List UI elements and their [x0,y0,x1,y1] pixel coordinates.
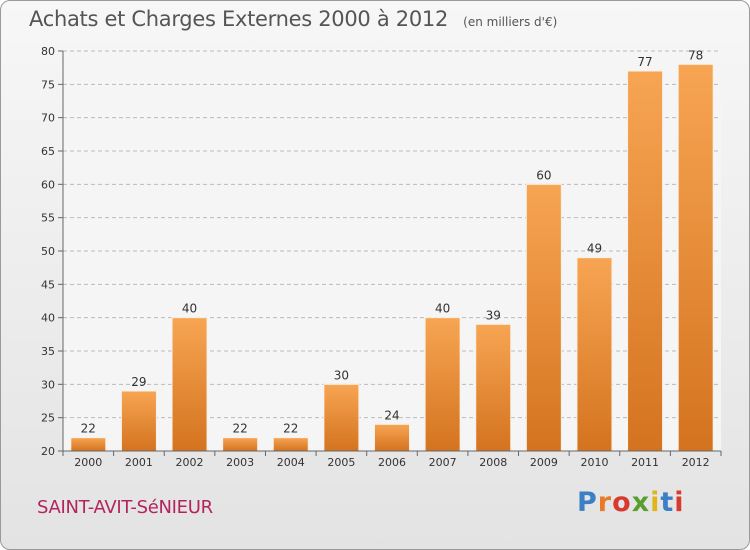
logo-letter: o [612,487,632,518]
y-tick-label: 70 [41,112,55,125]
bar-2011 [627,70,664,452]
bar-2012 [677,63,714,452]
bar-2003 [222,437,259,452]
logo-letter: i [650,487,661,518]
value-label-2003: 22 [233,422,248,436]
value-label-2012: 78 [688,48,703,62]
y-tick-label: 20 [41,445,55,458]
logo-letter: i [674,487,685,518]
y-tick-label: 25 [41,412,55,425]
value-label-2007: 40 [435,302,450,316]
x-tick-label-2007: 2007 [429,456,457,469]
value-label-2000: 22 [81,422,96,436]
value-labels: 22 29 40 22 22 30 24 40 39 60 49 77 78 [81,48,704,435]
x-tick-label-2009: 2009 [530,456,558,469]
bar-2008 [475,323,512,452]
y-tick-label: 30 [41,378,55,391]
y-tick-label: 40 [41,312,55,325]
bar-2005 [323,383,360,452]
x-tick-label-2002: 2002 [176,456,204,469]
y-tick-label: 55 [41,212,55,225]
bar-2007 [424,317,461,452]
y-tick-label: 80 [41,45,55,58]
x-tick-label-2006: 2006 [378,456,406,469]
value-label-2004: 22 [283,422,298,436]
x-tick-label-2005: 2005 [327,456,355,469]
y-tick-label: 45 [41,278,55,291]
value-label-2005: 30 [334,368,349,382]
x-tick-label-2004: 2004 [277,456,305,469]
bar-2001 [120,390,157,452]
value-label-2008: 39 [486,308,501,322]
commune-name: SAINT-AVIT-SéNIEUR [37,497,213,518]
value-label-2010: 49 [587,242,602,256]
bars [70,63,714,452]
logo-letter: x [631,487,651,518]
x-tick-label-2003: 2003 [226,456,254,469]
bar-2009 [525,183,562,452]
y-tick-label: 50 [41,245,55,258]
x-tick-label-2000: 2000 [74,456,102,469]
x-tick-label-2008: 2008 [479,456,507,469]
bar-2002 [171,317,208,452]
value-label-2006: 24 [384,408,399,422]
logo-letter: P [577,487,598,518]
y-tick-label: 75 [41,78,55,91]
x-tick-label-2001: 2001 [125,456,153,469]
value-label-2002: 40 [182,302,197,316]
chart-title: Achats et Charges Externes 2000 à 2012 [29,7,449,31]
axes [62,51,721,452]
bar-2006 [374,423,410,452]
value-label-2001: 29 [131,375,146,389]
x-tick-label-2010: 2010 [580,456,608,469]
bar-2004 [272,437,309,452]
logo-letter: t [660,487,675,518]
x-axis-ticks: 2000 2001 2002 2003 2004 2005 2006 2007 2008 2009… [62,451,722,469]
proxiti-logo[interactable]: Proxiti [577,487,685,518]
chart-title-block: Achats et Charges Externes 2000 à 2012 (… [29,7,557,31]
value-label-2009: 60 [536,168,551,182]
bar-2010 [576,257,613,452]
y-tick-label: 60 [41,178,55,191]
value-label-2011: 77 [637,55,652,69]
logo-letter: r [597,487,613,518]
y-axis-ticks: 20 25 30 35 40 45 50 55 60 65 70 75 80 [41,45,63,458]
chart-subtitle: (en milliers d'€) [463,15,558,29]
x-tick-label-2011: 2011 [631,456,659,469]
y-tick-label: 65 [41,145,55,158]
y-tick-label: 35 [41,345,55,358]
bar-2000 [70,437,107,452]
x-tick-label-2012: 2012 [682,456,710,469]
